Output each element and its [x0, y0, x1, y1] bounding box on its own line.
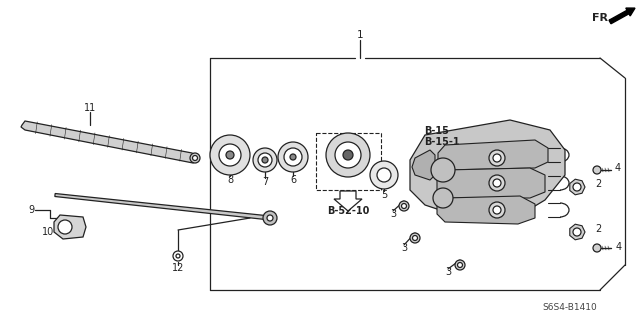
Circle shape [176, 254, 180, 258]
Circle shape [258, 153, 272, 167]
Circle shape [253, 148, 277, 172]
Text: 9: 9 [28, 205, 34, 215]
Text: 1: 1 [356, 30, 364, 40]
Text: 3: 3 [445, 267, 451, 277]
Circle shape [431, 158, 455, 182]
Circle shape [573, 228, 581, 236]
Polygon shape [570, 179, 585, 195]
Circle shape [226, 151, 234, 159]
Circle shape [278, 142, 308, 172]
Circle shape [173, 251, 183, 261]
Text: 7: 7 [262, 177, 268, 187]
Text: 2: 2 [595, 179, 601, 189]
Circle shape [410, 233, 420, 243]
Polygon shape [437, 196, 535, 224]
Polygon shape [412, 150, 435, 180]
Text: B-15-1: B-15-1 [424, 137, 460, 147]
Bar [316, 133, 381, 190]
Polygon shape [334, 191, 362, 211]
Circle shape [493, 179, 501, 187]
Circle shape [370, 161, 398, 189]
Text: B-15: B-15 [424, 126, 449, 136]
Polygon shape [55, 194, 270, 220]
Circle shape [489, 150, 505, 166]
Text: 11: 11 [84, 103, 96, 113]
Text: 4: 4 [615, 163, 621, 173]
Circle shape [335, 142, 361, 168]
Circle shape [190, 153, 200, 163]
Circle shape [493, 206, 501, 214]
Polygon shape [570, 224, 585, 240]
Circle shape [433, 188, 453, 208]
Circle shape [284, 148, 302, 166]
Circle shape [413, 235, 417, 241]
Circle shape [210, 135, 250, 175]
Circle shape [489, 202, 505, 218]
Text: 8: 8 [227, 175, 233, 185]
Polygon shape [54, 215, 86, 239]
Text: 5: 5 [381, 190, 387, 200]
Text: 12: 12 [172, 263, 184, 273]
Circle shape [262, 157, 268, 163]
Text: 10: 10 [42, 227, 54, 237]
Circle shape [377, 168, 391, 182]
Text: S6S4-B1410: S6S4-B1410 [543, 303, 597, 313]
Circle shape [193, 155, 198, 160]
Circle shape [458, 263, 463, 268]
Circle shape [399, 201, 409, 211]
Circle shape [343, 150, 353, 160]
Polygon shape [438, 140, 548, 170]
Circle shape [290, 154, 296, 160]
Circle shape [326, 133, 370, 177]
Text: 3: 3 [390, 209, 396, 219]
Circle shape [58, 220, 72, 234]
Text: FR.: FR. [592, 13, 612, 23]
Polygon shape [21, 121, 197, 163]
Text: 6: 6 [290, 175, 296, 185]
Text: 3: 3 [401, 243, 407, 253]
Circle shape [455, 260, 465, 270]
Circle shape [401, 204, 406, 209]
Circle shape [489, 175, 505, 191]
Text: 4: 4 [616, 242, 622, 252]
Circle shape [493, 154, 501, 162]
FancyArrow shape [609, 8, 635, 24]
Circle shape [593, 166, 601, 174]
Circle shape [219, 144, 241, 166]
Polygon shape [410, 120, 565, 220]
Circle shape [267, 215, 273, 221]
Circle shape [593, 244, 601, 252]
Polygon shape [437, 168, 545, 198]
Circle shape [573, 183, 581, 191]
Text: 2: 2 [595, 224, 601, 234]
Circle shape [263, 211, 277, 225]
Text: B-52-10: B-52-10 [327, 206, 369, 216]
